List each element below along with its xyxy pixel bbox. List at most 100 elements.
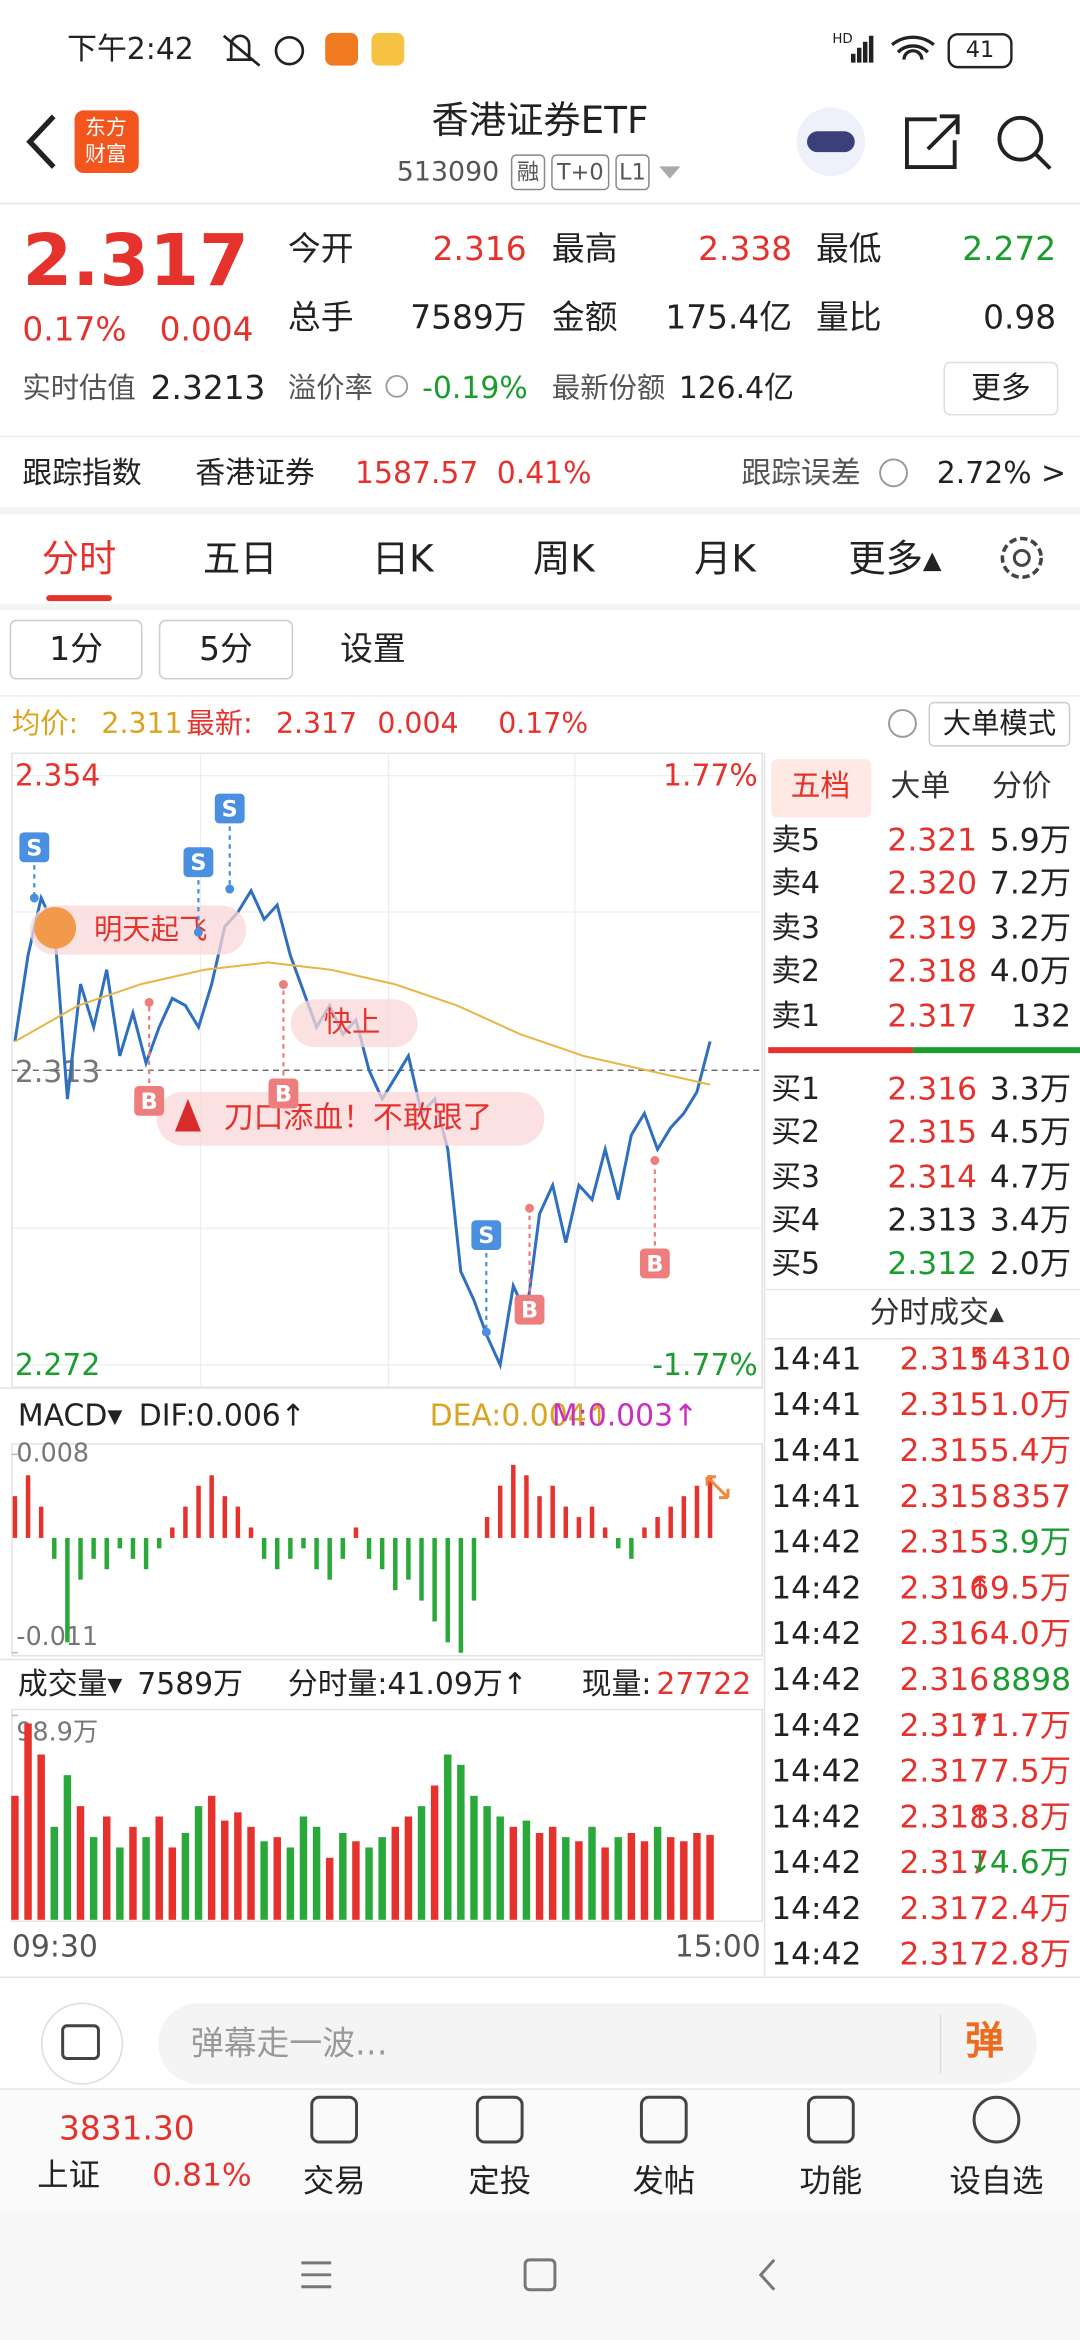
volume-bar [11,1795,19,1920]
back-button[interactable] [26,114,56,169]
comment-input[interactable] [158,2003,1037,2084]
pct-label: -1.77% [652,1348,758,1383]
settings-button[interactable] [1000,536,1043,580]
macd-bar [524,1475,529,1538]
panel-divider [763,753,766,1977]
y-tick-label: 0.008 [16,1437,89,1467]
macd-bar [143,1537,149,1570]
book-volume: 3.4万 [990,1203,1071,1239]
book-price: 2.313 [887,1203,977,1239]
search-button[interactable] [997,115,1044,162]
volume-bar [37,1754,45,1920]
volume-bar [24,1723,32,1920]
indicator-name[interactable]: MACD▾ [18,1399,122,1434]
x-tick-label: 09:30 [12,1930,98,1965]
track-label: 跟踪指数 [22,456,141,491]
marker-dot [481,1327,491,1337]
book-price: 2.317 [887,998,977,1034]
macd-bar [511,1464,516,1538]
trade-time: 14:42 [771,1570,861,1606]
book-level: 卖4 [771,866,820,901]
y-tick-label: 2.313 [15,1055,100,1090]
chart-tab[interactable]: 日K [372,536,435,580]
trade-time: 14:42 [771,1937,861,1973]
book-volume: 7.2万 [990,866,1071,902]
field-value: 175.4亿 [665,299,792,337]
book-bar-buy [768,1047,913,1054]
logo [74,110,139,174]
volume-bar [155,1816,163,1920]
nav-icon [475,2095,524,2144]
chart-tab[interactable]: 周K [533,536,596,580]
current-volume: 27722 [656,1667,751,1702]
trade-time: 14:42 [771,1891,861,1927]
book-tab[interactable]: 分价 [992,769,1052,804]
battery-level: 41 [966,37,994,63]
chart-settings[interactable]: 设置 [340,630,406,668]
marker-dot [193,927,203,937]
volume-bar [706,1834,714,1920]
trade-marker-label: S [222,796,238,822]
macd-bar [406,1537,411,1580]
trade-time: 14:41 [771,1387,861,1423]
share-button[interactable] [905,114,960,170]
marker-dot [525,1203,535,1213]
macd-bar [25,1475,31,1538]
nav-item[interactable]: 定投 [468,2163,531,2199]
trade-marker [268,1078,299,1109]
macd-bar [681,1496,687,1538]
book-volume: 4.5万 [990,1115,1071,1151]
comment-icon[interactable] [41,2002,124,2085]
volume-bar [470,1795,478,1920]
macd-bar [183,1506,188,1538]
book-tab[interactable]: 五档 [791,769,851,804]
trade-time: 14:41 [771,1341,861,1377]
volume-bar [312,1826,321,1920]
share-value: 126.4亿 [679,371,794,406]
trade-volume: 4.6万 [990,1845,1071,1881]
macd-bar [537,1496,542,1538]
book-level: 买1 [771,1072,820,1107]
volume-bar [168,1847,177,1920]
trade-marker [639,1248,670,1279]
macd-bar [340,1537,346,1559]
chart-tab[interactable]: 分时 [42,536,117,580]
danmaku-button[interactable]: 弹 [965,2019,1004,2064]
y-tick-label: -0.011 [16,1621,98,1651]
nav-item[interactable]: 设自选 [949,2163,1043,2199]
book-tab[interactable]: 大单 [891,769,951,804]
trade-marker-label: S [478,1223,494,1249]
trade-volume: 1.0万 [990,1387,1071,1423]
trades-title[interactable]: 分时成交▴ [870,1296,1004,1331]
change-percent: 0.17% [22,311,126,349]
volume-bar [496,1816,504,1920]
avg-line [14,961,711,1086]
expand-icon [705,1475,730,1500]
more-button[interactable] [943,361,1059,416]
chart-tab[interactable]: 月K [694,536,757,580]
macd-bar [38,1506,44,1538]
grid-line-h [11,911,763,913]
marker-dot [650,1156,660,1166]
nav-icon [639,2095,688,2144]
volume-label[interactable]: 成交量▾ [18,1667,122,1702]
trade-arrow: ↑ [968,1800,992,1833]
trade-time: 14:42 [771,1662,861,1698]
nav-item[interactable]: 功能 [800,2163,863,2199]
period-button[interactable] [158,619,294,680]
nav-item[interactable]: 交易 [303,2163,366,2199]
nav-item[interactable]: 发帖 [632,2163,695,2199]
macd-bar [78,1537,83,1580]
macd-bar [12,1496,18,1538]
chart-tab[interactable]: 五日 [203,536,278,580]
period-button[interactable] [9,619,143,680]
macd-bar [222,1496,228,1538]
big-order-button[interactable] [928,701,1071,747]
stock-title: 香港证券ETF [432,98,649,142]
settings-hub [1012,548,1031,567]
chart-tab[interactable]: 更多▴ [848,536,942,580]
volume-bar [325,1857,334,1920]
book-volume: 3.2万 [990,910,1071,946]
trade-price: 2.315 [899,1525,989,1561]
section-gap [0,507,1080,515]
